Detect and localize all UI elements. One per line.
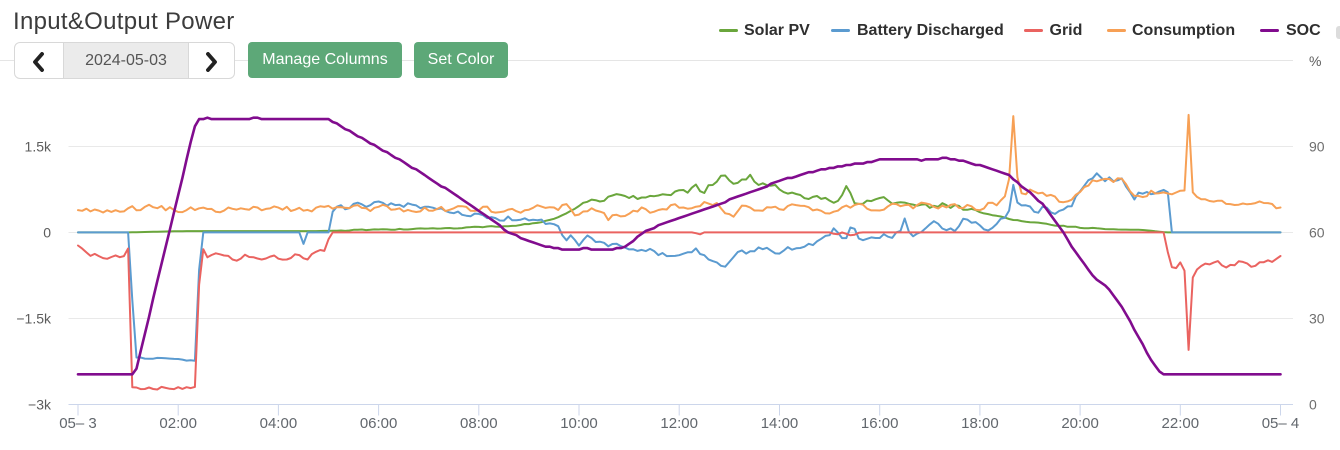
svg-text:06:00: 06:00: [360, 415, 398, 432]
svg-text:−1.5k: −1.5k: [16, 311, 52, 327]
svg-text:05– 4: 05– 4: [1262, 415, 1300, 432]
svg-text:05– 3: 05– 3: [59, 415, 97, 432]
svg-text:0: 0: [43, 225, 51, 241]
svg-text:02:00: 02:00: [159, 415, 197, 432]
svg-text:10:00: 10:00: [560, 415, 598, 432]
svg-text:22:00: 22:00: [1162, 415, 1200, 432]
svg-text:18:00: 18:00: [961, 415, 999, 432]
svg-text:0: 0: [1309, 397, 1317, 413]
svg-text:08:00: 08:00: [460, 415, 498, 432]
svg-text:14:00: 14:00: [761, 415, 799, 432]
svg-text:04:00: 04:00: [260, 415, 298, 432]
svg-text:−3k: −3k: [28, 397, 52, 413]
svg-text:1.5k: 1.5k: [25, 139, 52, 155]
svg-text:30: 30: [1309, 311, 1325, 327]
svg-text:90: 90: [1309, 139, 1325, 155]
svg-text:16:00: 16:00: [861, 415, 899, 432]
svg-text:20:00: 20:00: [1061, 415, 1099, 432]
svg-text:%: %: [1309, 53, 1321, 69]
svg-text:12:00: 12:00: [660, 415, 698, 432]
svg-text:60: 60: [1309, 225, 1325, 241]
